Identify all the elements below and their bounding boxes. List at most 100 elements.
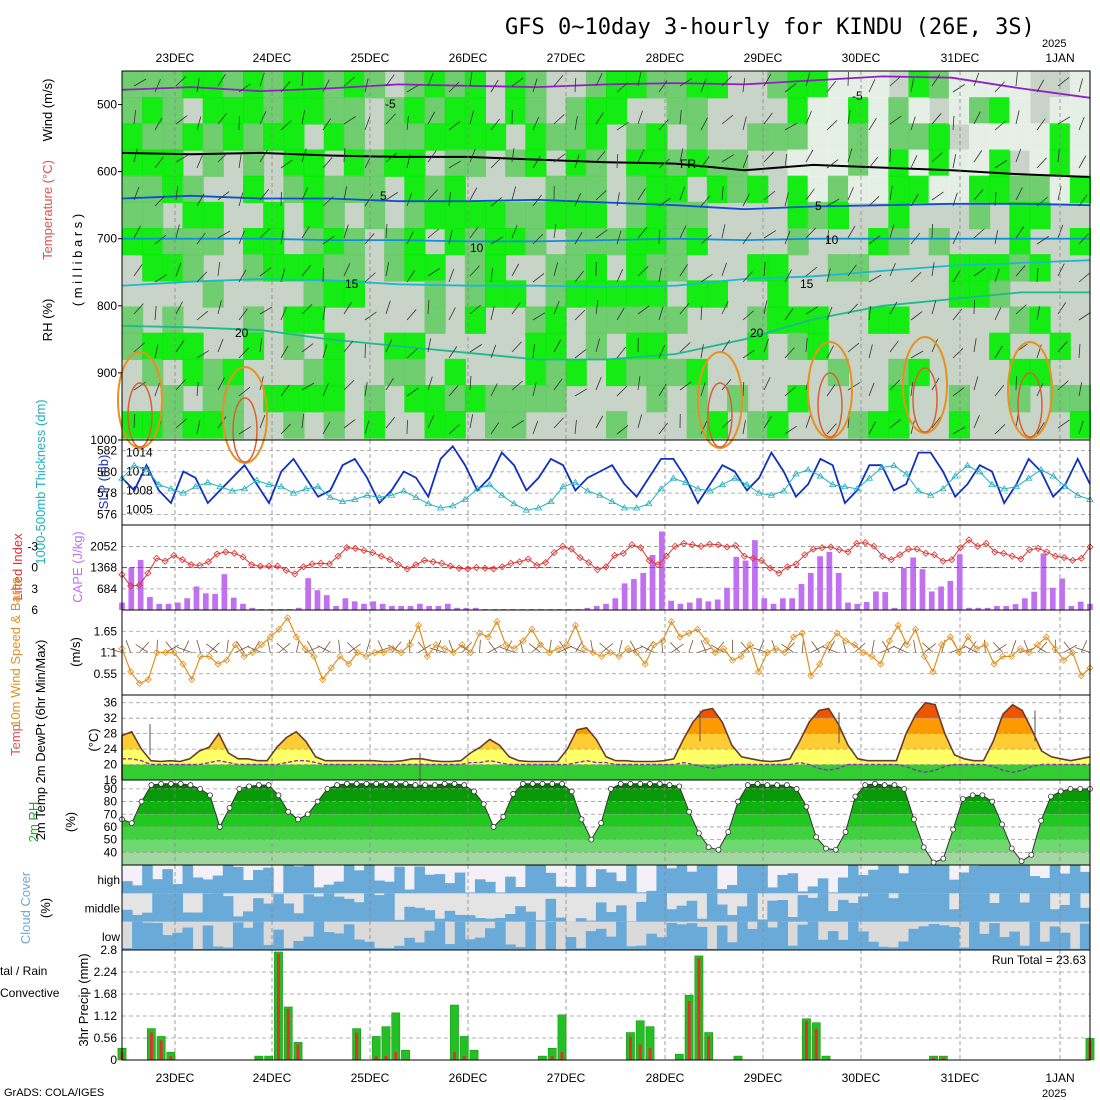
- cloud-bar: [807, 921, 819, 950]
- wind-barb: [616, 385, 628, 397]
- li-point: [403, 565, 411, 573]
- cloud-bar: [222, 865, 234, 894]
- cape-bar: [249, 607, 256, 610]
- cloud-bar: [474, 879, 486, 894]
- cloud-bar: [555, 917, 567, 922]
- rh-cell: [424, 201, 446, 230]
- wind-barb: [742, 420, 746, 435]
- wind-barb: [280, 268, 286, 283]
- wind-barb: [574, 154, 580, 169]
- rh-cell: [585, 97, 607, 125]
- wind-barb: [511, 148, 515, 163]
- wind-barb: [490, 236, 504, 245]
- thickness-point: [1061, 482, 1070, 490]
- wind-barb: [889, 224, 895, 239]
- cape-bar: [612, 598, 619, 610]
- rh-cell: [686, 227, 708, 256]
- wind-barb: [448, 230, 453, 245]
- rh-cell: [747, 175, 769, 204]
- slp-axis-label: SLP (mb): [96, 455, 111, 510]
- cape-bar: [752, 540, 758, 610]
- rh-cell: [384, 358, 406, 387]
- rh-cell: [222, 97, 244, 125]
- precip-total-bar: [821, 1055, 831, 1061]
- wind-barb: [427, 415, 435, 429]
- wind-barb: [448, 307, 456, 321]
- wind-barb: [763, 151, 775, 163]
- rh-cell: [969, 149, 991, 177]
- cloud-bar: [182, 912, 194, 922]
- rh-cell: [848, 175, 870, 204]
- rh-point: [285, 808, 292, 815]
- wind-barb: [553, 378, 563, 391]
- rh-cell: [989, 149, 1011, 177]
- thickness-point: [142, 465, 151, 473]
- isotherm-label: 5: [380, 189, 387, 203]
- cape-bar: [351, 601, 358, 610]
- thickness-point: [191, 482, 200, 490]
- wind-barb: [1015, 304, 1027, 315]
- wind-barb: [364, 382, 368, 397]
- cloud-bar: [384, 948, 395, 950]
- cape-bar: [165, 603, 172, 610]
- wind-barb: [637, 376, 641, 391]
- wind-barb: [847, 342, 860, 353]
- rh-point: [1018, 858, 1025, 865]
- isotherm-line: [121, 75, 1091, 99]
- wind-barb: [532, 344, 535, 359]
- wind-barb: [280, 81, 291, 93]
- li-point: [343, 544, 351, 552]
- wind-barb: [700, 382, 706, 397]
- wind-barb: [868, 79, 876, 93]
- rh-cell: [505, 149, 527, 177]
- wind-barb-10m: [854, 642, 866, 653]
- rh-cell: [243, 123, 265, 151]
- cloud-bar: [878, 865, 889, 894]
- cape-bar: [956, 554, 963, 610]
- wind-barb: [343, 340, 354, 353]
- date-label-top: 25DEC: [351, 51, 390, 65]
- wind-barb-10m: [139, 641, 150, 653]
- cloud-bar: [132, 921, 143, 950]
- li-point: [904, 545, 913, 553]
- li-point: [576, 554, 584, 562]
- cape-bar: [212, 593, 218, 610]
- rh-point: [588, 836, 595, 843]
- wind-barb: [616, 153, 619, 169]
- rh-point: [774, 782, 781, 788]
- wind-barb: [301, 303, 313, 315]
- li-point: [282, 566, 290, 574]
- cape-bar: [193, 586, 200, 610]
- rh-cell: [343, 71, 365, 99]
- rh-point: [480, 801, 487, 808]
- cloud-bar: [575, 865, 587, 894]
- cloud-bar: [172, 893, 183, 922]
- rh-cell: [202, 280, 224, 308]
- rh-cell: [807, 97, 829, 125]
- wind-point: [938, 641, 946, 649]
- rh-cell: [868, 411, 890, 439]
- wind-barb: [175, 154, 189, 163]
- isotherm-line: [121, 259, 1091, 288]
- wind-barb: [238, 386, 251, 397]
- rh-cell: [122, 306, 144, 334]
- rh-cell: [1009, 227, 1031, 256]
- rh-cell: [1049, 384, 1071, 413]
- wind-barb: [322, 235, 335, 245]
- cloud-bar: [969, 865, 980, 894]
- cloud-bar: [424, 874, 436, 894]
- thickness-point: [779, 487, 788, 494]
- wind-barb: [616, 307, 625, 321]
- wind-point: [1016, 645, 1024, 653]
- wind-barb: [406, 348, 418, 359]
- rh-cell: [606, 306, 628, 334]
- cloud-bar: [908, 928, 920, 950]
- wind-barb: [637, 72, 642, 87]
- cloud-bar: [142, 922, 153, 950]
- wind-barb: [469, 304, 481, 315]
- rh-point: [138, 798, 145, 805]
- wind-barb-10m: [461, 642, 473, 653]
- precip-frame: [121, 949, 1091, 1061]
- rh-cell: [243, 149, 265, 177]
